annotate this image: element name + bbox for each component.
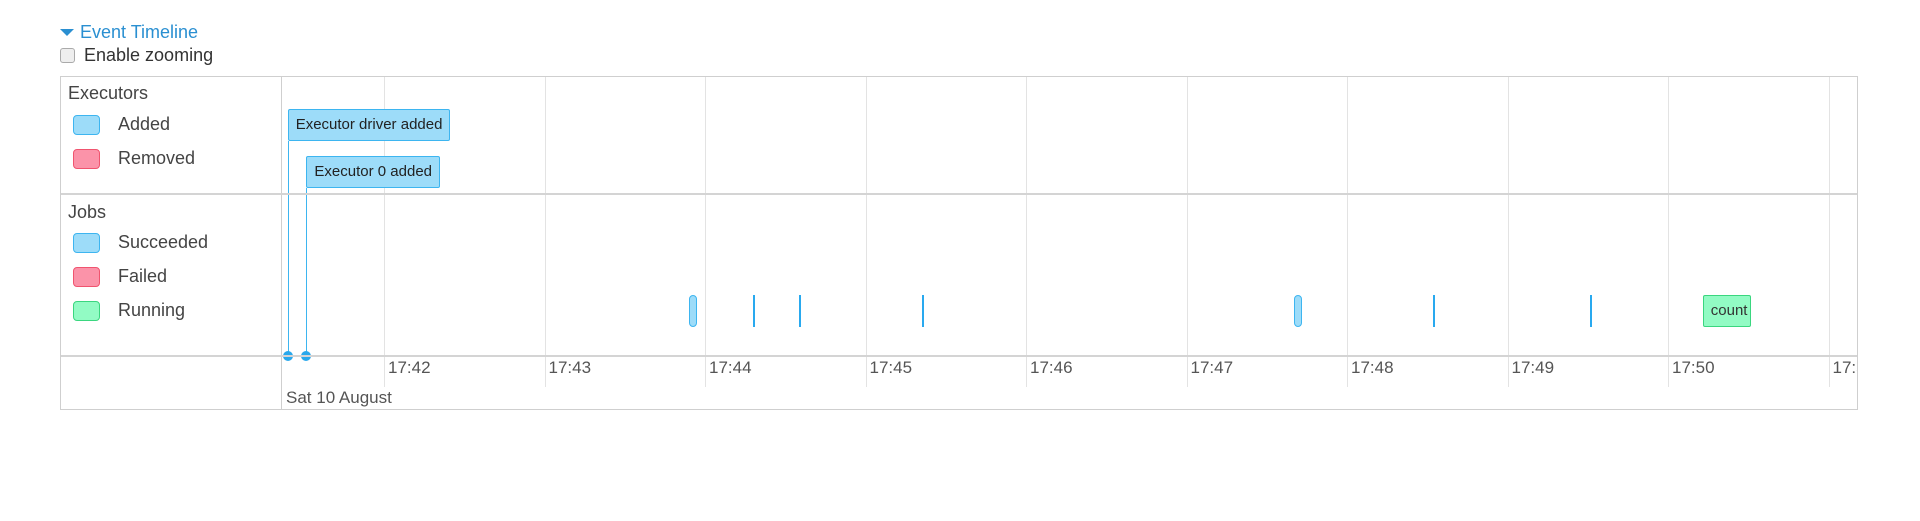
- job-succeeded-bar[interactable]: [1590, 295, 1593, 327]
- enable-zooming-checkbox[interactable]: [60, 48, 75, 63]
- axis-divider: [61, 355, 1857, 357]
- grid-line: [1507, 77, 1509, 387]
- succeeded-swatch: [73, 232, 100, 253]
- failed-swatch: [73, 266, 100, 287]
- running-swatch: [73, 300, 100, 321]
- legend-label: Succeeded: [118, 232, 209, 252]
- grid-line: [705, 77, 706, 387]
- executor-event-box[interactable]: Executor 0 added: [306, 156, 441, 188]
- executor-event-box[interactable]: Executor driver added: [287, 109, 451, 141]
- grid-line: [1668, 77, 1669, 387]
- timeline-frame: Executors Added Removed Jobs Succeeded F…: [60, 76, 1858, 410]
- job-succeeded-bar[interactable]: [798, 295, 801, 327]
- executors-group-label: Executors: [68, 83, 149, 103]
- legend-label: Failed: [118, 266, 168, 286]
- axis-tick-label: 17:48: [1351, 358, 1394, 377]
- axis-date-label: Sat 10 August: [286, 388, 392, 407]
- axis-tick-label: 17:45: [869, 358, 913, 377]
- grid-line: [1186, 77, 1188, 387]
- event-timeline-toggle[interactable]: Event Timeline: [60, 22, 198, 43]
- job-succeeded-bar[interactable]: [688, 295, 697, 327]
- grid-line: [1026, 77, 1027, 387]
- legend-label: Added: [118, 114, 171, 134]
- axis-tick-label: 17:46: [1030, 358, 1073, 377]
- legend-item-succeeded: Succeeded: [73, 232, 208, 253]
- timeline-legend: Executors Added Removed Jobs Succeeded F…: [61, 77, 282, 409]
- grid-line: [384, 77, 385, 387]
- axis-tick-label: 17:44: [709, 358, 752, 377]
- group-divider: [61, 193, 1857, 195]
- job-succeeded-bar[interactable]: [1432, 295, 1435, 327]
- legend-item-running: Running: [73, 300, 185, 321]
- jobs-group-label: Jobs: [68, 202, 107, 222]
- legend-label: Removed: [118, 148, 196, 168]
- job-running-box[interactable]: count: [1702, 295, 1751, 327]
- legend-label: Running: [118, 300, 186, 320]
- grid-line: [865, 77, 867, 387]
- enable-zooming-control[interactable]: Enable zooming: [60, 45, 213, 66]
- legend-item-failed: Failed: [73, 266, 167, 287]
- job-succeeded-bar[interactable]: [1293, 295, 1302, 327]
- removed-swatch: [73, 148, 100, 169]
- caret-down-icon: [60, 29, 74, 36]
- grid-line: [1828, 77, 1830, 387]
- enable-zooming-label: Enable zooming: [84, 45, 214, 65]
- axis-tick-label: 17:43: [548, 358, 592, 377]
- grid-line: [1347, 77, 1348, 387]
- axis-tick-label: 17:50: [1672, 358, 1715, 377]
- grid-line: [544, 77, 546, 387]
- event-timeline-title: Event Timeline: [80, 22, 199, 42]
- legend-item-removed: Removed: [73, 148, 195, 169]
- axis-tick-label: 17:51: [1832, 358, 1858, 377]
- axis-tick-label: 17:42: [388, 358, 431, 377]
- job-succeeded-bar[interactable]: [921, 295, 924, 327]
- added-swatch: [73, 114, 100, 135]
- timeline-canvas[interactable]: Sat 10 August 17:42 17:43 17:44 17:45 17:46 1…: [281, 77, 1857, 409]
- axis-tick-label: 17:49: [1511, 358, 1555, 377]
- job-succeeded-bar[interactable]: [753, 295, 756, 327]
- legend-item-added: Added: [73, 114, 170, 135]
- executor-event-stem: [287, 141, 289, 356]
- executor-event-stem: [306, 188, 308, 356]
- axis-tick-label: 17:47: [1190, 358, 1234, 377]
